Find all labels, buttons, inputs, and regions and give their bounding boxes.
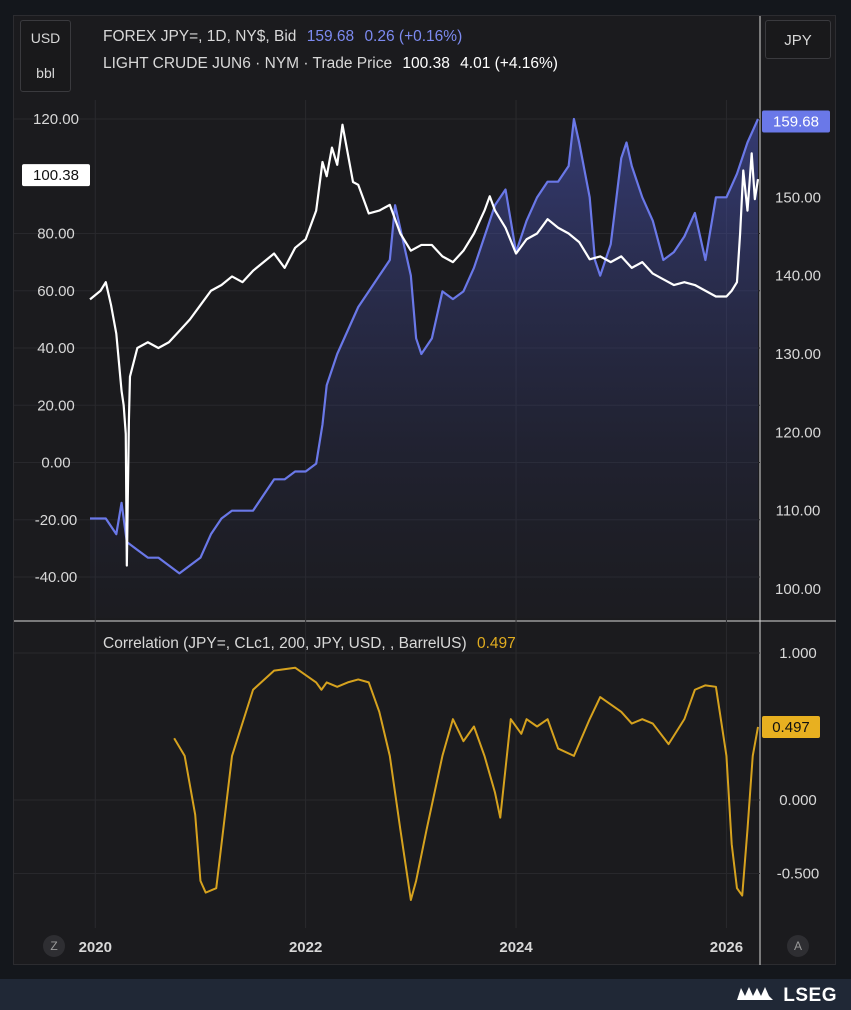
indicator-tick-label: 0.000 [779, 792, 817, 809]
brand-name: LSEG [783, 985, 837, 1006]
legend-jpy-change: 0.26 (+0.16%) [364, 28, 463, 45]
jpy-last-value-label: 159.68 [773, 114, 819, 131]
legend-crude-name: LIGHT CRUDE JUN6 · NYM · Trade Price [103, 55, 393, 72]
left-tick-label: 120.00 [33, 111, 79, 128]
jpy-line [90, 117, 760, 575]
crude-last-value-label-box [22, 164, 90, 187]
right-tick-label: 100.00 [775, 581, 821, 598]
axes: 2020 2022 2024 2026 120.00 80.00 60.00 40.00 20.… [22, 110, 830, 956]
right-tick-label: 140.00 [775, 268, 821, 285]
x-tick-label: 2026 [710, 939, 743, 956]
crude-last-value-label: 100.38 [33, 167, 79, 184]
legend-crude[interactable]: LIGHT CRUDE JUN6 · NYM · Trade Price 100… [103, 55, 564, 73]
left-unit-currency: USD [30, 30, 61, 46]
jpy-area [90, 119, 758, 618]
left-tick-label: 60.00 [37, 283, 75, 300]
legend-jpy[interactable]: FOREX JPY=, 1D, NY$, Bid 159.68 0.26 (+0… [103, 28, 468, 46]
correlation-last-value-label: 0.497 [772, 719, 810, 736]
left-unit-box[interactable]: USD bbl [20, 20, 71, 92]
jpy-area-fill [90, 119, 758, 618]
left-tick-label: -40.00 [35, 569, 78, 586]
lseg-logo-icon [737, 987, 773, 1000]
footer-bar: LSEG [0, 979, 851, 1010]
indicator-tick-label: 1.000 [779, 645, 817, 662]
auto-scale-button[interactable]: A [787, 935, 809, 957]
legend-crude-change: 4.01 (+4.16%) [460, 55, 558, 72]
left-unit-volume: bbl [36, 65, 55, 81]
legend-correlation-value: 0.497 [477, 635, 516, 652]
right-tick-label: 120.00 [775, 424, 821, 441]
zoom-button[interactable]: Z [43, 935, 65, 957]
correlation-last-value-label-box [762, 715, 820, 738]
right-tick-label: 110.00 [776, 503, 821, 520]
jpy-last-value-label-box [762, 110, 830, 133]
x-tick-label: 2024 [499, 939, 533, 956]
legend-correlation[interactable]: Correlation (JPY=, CLc1, 200, JPY, USD, … [103, 635, 522, 653]
x-tick-label: 2022 [289, 939, 322, 956]
left-tick-label: 80.00 [37, 226, 75, 243]
left-tick-label: 20.00 [37, 397, 75, 414]
legend-jpy-name: FOREX JPY=, 1D, NY$, Bid [103, 28, 297, 45]
left-tick-label: 0.00 [41, 455, 70, 472]
indicator-tick-label: -0.500 [777, 866, 820, 883]
left-tick-label: -20.00 [35, 512, 78, 529]
legend-correlation-name: Correlation (JPY=, CLc1, 200, JPY, USD, … [103, 635, 467, 652]
crude-line [89, 123, 760, 567]
legend-jpy-price: 159.68 [306, 28, 355, 45]
right-tick-label: 130.00 [775, 346, 821, 363]
right-unit-button[interactable]: JPY [765, 20, 831, 59]
right-tick-label: 150.00 [775, 189, 821, 206]
left-tick-label: 40.00 [37, 340, 75, 357]
x-tick-label: 2020 [79, 939, 112, 956]
series-lines [89, 117, 760, 901]
correlation-line [173, 666, 759, 901]
legend-crude-price: 100.38 [402, 55, 450, 72]
